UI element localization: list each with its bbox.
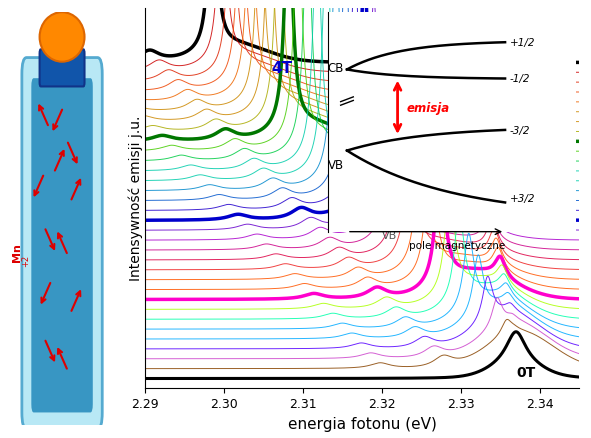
- Text: +1/2: +1/2: [510, 38, 535, 48]
- Text: VB: VB: [327, 159, 344, 172]
- Text: CB: CB: [327, 61, 344, 74]
- Text: 2T: 2T: [342, 203, 362, 217]
- Y-axis label: Intensywność emisji j.u.: Intensywność emisji j.u.: [129, 116, 144, 281]
- FancyBboxPatch shape: [22, 58, 102, 429]
- Text: 4T: 4T: [271, 61, 293, 76]
- Text: VB: VB: [382, 230, 397, 240]
- Text: Mn: Mn: [12, 243, 22, 261]
- Text: emisja: emisja: [407, 102, 450, 114]
- Ellipse shape: [40, 13, 85, 63]
- Text: +2: +2: [21, 254, 30, 266]
- Text: 0T: 0T: [516, 365, 535, 379]
- Text: +3/2: +3/2: [510, 193, 535, 203]
- X-axis label: energia fotonu (eV): energia fotonu (eV): [288, 416, 436, 431]
- FancyBboxPatch shape: [40, 50, 85, 87]
- Text: pole magnetyczne: pole magnetyczne: [409, 241, 505, 251]
- FancyBboxPatch shape: [31, 79, 93, 413]
- Text: -3/2: -3/2: [510, 126, 530, 136]
- Text: -1/2: -1/2: [510, 74, 530, 84]
